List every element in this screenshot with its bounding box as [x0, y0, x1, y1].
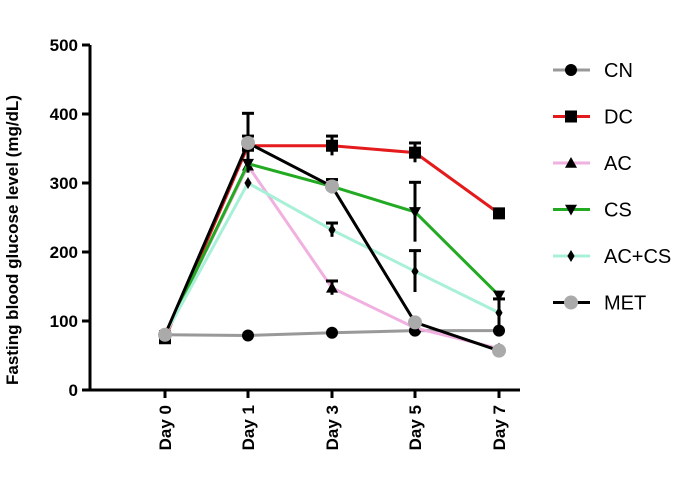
- data-point: [495, 306, 503, 319]
- data-point: [328, 223, 336, 236]
- data-point: [567, 250, 575, 262]
- series-met: [158, 111, 506, 358]
- legend: CN DC AC CS AC+CS MET: [553, 60, 671, 315]
- data-point: [326, 326, 338, 339]
- legend-item-cs: CS: [553, 200, 632, 222]
- y-tick-label: 500: [50, 36, 78, 55]
- legend-item-ac-cs: AC+CS: [553, 246, 671, 268]
- data-point: [409, 146, 421, 159]
- y-tick-label: 200: [50, 243, 78, 262]
- data-point: [242, 329, 254, 342]
- data-point: [158, 327, 172, 342]
- legend-item-cn: CN: [553, 60, 633, 82]
- series-ac-cs: [161, 177, 505, 341]
- data-point: [565, 64, 577, 76]
- legend-label: CS: [604, 200, 632, 222]
- x-tick-label: Day 7: [490, 405, 509, 450]
- data-point: [326, 281, 338, 293]
- data-point: [241, 135, 255, 150]
- data-point: [493, 207, 505, 220]
- data-point: [565, 157, 577, 168]
- data-point: [564, 295, 578, 310]
- data-point: [244, 177, 252, 189]
- series-layer: [158, 111, 506, 358]
- legend-item-ac: AC: [553, 153, 632, 175]
- x-tick-label: Day 5: [406, 405, 425, 450]
- y-tick-label: 300: [50, 174, 78, 193]
- y-tick-label: 400: [50, 105, 78, 124]
- data-point: [409, 207, 421, 218]
- data-point: [565, 204, 577, 216]
- legend-label: AC: [604, 153, 632, 175]
- legend-label: MET: [604, 293, 646, 315]
- data-point: [565, 110, 577, 123]
- data-point: [493, 324, 505, 337]
- x-tick-label: Day 0: [156, 405, 175, 450]
- series-line: [163, 181, 500, 336]
- data-point: [326, 139, 338, 152]
- data-point: [325, 179, 339, 194]
- data-point: [493, 290, 505, 302]
- x-tick-label: Day 1: [239, 405, 258, 450]
- y-tick-label: 100: [50, 312, 78, 331]
- data-point: [492, 343, 506, 358]
- data-point: [408, 315, 422, 330]
- legend-label: CN: [604, 60, 633, 82]
- legend-item-dc: DC: [553, 107, 633, 129]
- y-tick-label: 0: [69, 381, 78, 400]
- legend-label: DC: [604, 107, 633, 129]
- y-axis-title: Fasting blood glucose level (mg/dL): [3, 95, 22, 385]
- legend-label: AC+CS: [604, 246, 671, 268]
- axes: 0 100 200 300 400 500 Day 0 Day 1 Day 3 Day 5 Day …: [50, 36, 520, 450]
- legend-item-met: MET: [553, 293, 646, 315]
- data-point: [411, 265, 419, 278]
- series-cn: [159, 324, 505, 342]
- x-tick-label: Day 3: [323, 405, 342, 450]
